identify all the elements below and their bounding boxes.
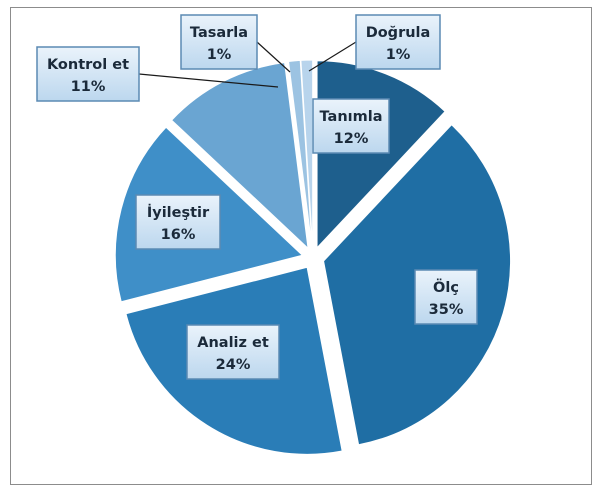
pie-chart: Tanımla 12% Ölç 35% Analiz et 24% İyileştir 16%… — [36, 14, 512, 455]
slice-name-label: Ölç — [433, 278, 459, 296]
slice-name-label: Kontrol et — [47, 57, 129, 73]
data-label-box — [180, 14, 258, 70]
data-label-box — [135, 194, 221, 250]
data-label-box — [186, 324, 280, 380]
slice-value-label: 11% — [71, 79, 106, 95]
slice-value-label: 35% — [429, 302, 464, 318]
leader-line-dogrula — [308, 41, 357, 72]
slice-value-label: 16% — [161, 227, 196, 243]
slice-value-label: 12% — [334, 131, 369, 147]
data-label-analiz-et: Analiz et 24% — [186, 324, 280, 380]
slice-name-label: İyileştir — [147, 204, 210, 221]
leader-lines-layer — [138, 41, 357, 88]
data-label-tasarla: Tasarla 1% — [180, 14, 258, 70]
data-label-tanimla: Tanımla 12% — [312, 98, 390, 154]
slice-name-label: Tanımla — [320, 109, 383, 125]
data-label-olc: Ölç 35% — [414, 269, 478, 325]
data-label-box — [312, 98, 390, 154]
pie-slice-tasarla — [287, 59, 313, 248]
slice-value-label: 1% — [207, 47, 232, 63]
data-label-box — [355, 14, 441, 70]
slice-name-label: Doğrula — [366, 25, 431, 41]
chart-area: Tanımla 12% Ölç 35% Analiz et 24% İyileştir 16%… — [10, 7, 592, 485]
data-label-iyilestir: İyileştir 16% — [135, 194, 221, 250]
data-label-dogrula: Doğrula 1% — [355, 14, 441, 70]
data-label-kontrol-et: Kontrol et 11% — [36, 46, 140, 102]
leader-line-tasarla — [256, 41, 291, 73]
slice-name-label: Tasarla — [190, 25, 248, 41]
data-label-box — [36, 46, 140, 102]
slice-name-label: Analiz et — [197, 335, 269, 351]
leader-line-kontrol-et — [138, 73, 279, 88]
data-label-box — [414, 269, 478, 325]
data-labels-layer: Tanımla 12% Ölç 35% Analiz et 24% İyileştir 16%… — [36, 14, 478, 380]
pie-slice-dogrula — [300, 59, 314, 248]
slice-value-label: 1% — [386, 47, 411, 63]
slice-value-label: 24% — [216, 357, 251, 373]
